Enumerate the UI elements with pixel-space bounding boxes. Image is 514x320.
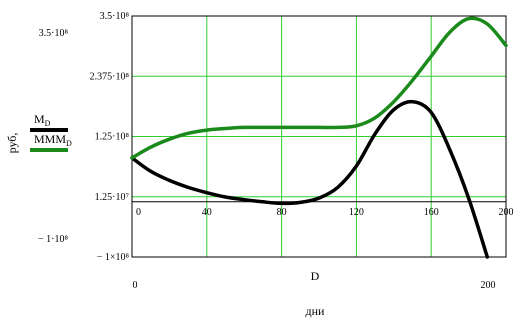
x-tick-labels: 0 40 80 120 160 200	[136, 207, 514, 218]
legend-label: MD	[34, 112, 51, 128]
legend-label: MMMD	[34, 132, 72, 148]
x-tick-label: 0	[136, 207, 141, 218]
y-tick-label: 3.5·10⁸	[100, 11, 130, 22]
y-axis-title: руб,	[5, 133, 19, 154]
x-axis-title: дни	[306, 304, 326, 318]
x-tick-label: 200	[499, 207, 514, 218]
series-layer	[132, 18, 506, 257]
x-range-max-label: 200	[481, 280, 496, 291]
x-variable-label: D	[311, 269, 320, 283]
x-tick-label: 120	[349, 207, 364, 218]
x-tick-label: 40	[202, 207, 212, 218]
series-line-m	[132, 102, 487, 257]
y-tick-label: 2.375·10⁸	[90, 71, 130, 82]
x-range-min-label: 0	[133, 280, 138, 291]
y-range-label: 3.5·10⁸	[39, 28, 69, 39]
grid-lines	[132, 16, 506, 257]
y-tick-label: − 1×10⁸	[97, 252, 130, 263]
x-tick-label: 160	[424, 207, 439, 218]
y-tick-labels-inside: 3.5·10⁸ 2.375·10⁸ 1.25·10⁸ 1.25·10⁷ − 1×10⁸	[90, 11, 130, 263]
y-range-label: − 1·10⁸	[38, 234, 68, 245]
y-tick-label: 1.25·10⁸	[95, 132, 130, 143]
x-tick-label: 80	[277, 207, 287, 218]
legend: MD MMMD	[30, 112, 72, 150]
y-tick-label: 1.25·10⁷	[95, 192, 130, 203]
